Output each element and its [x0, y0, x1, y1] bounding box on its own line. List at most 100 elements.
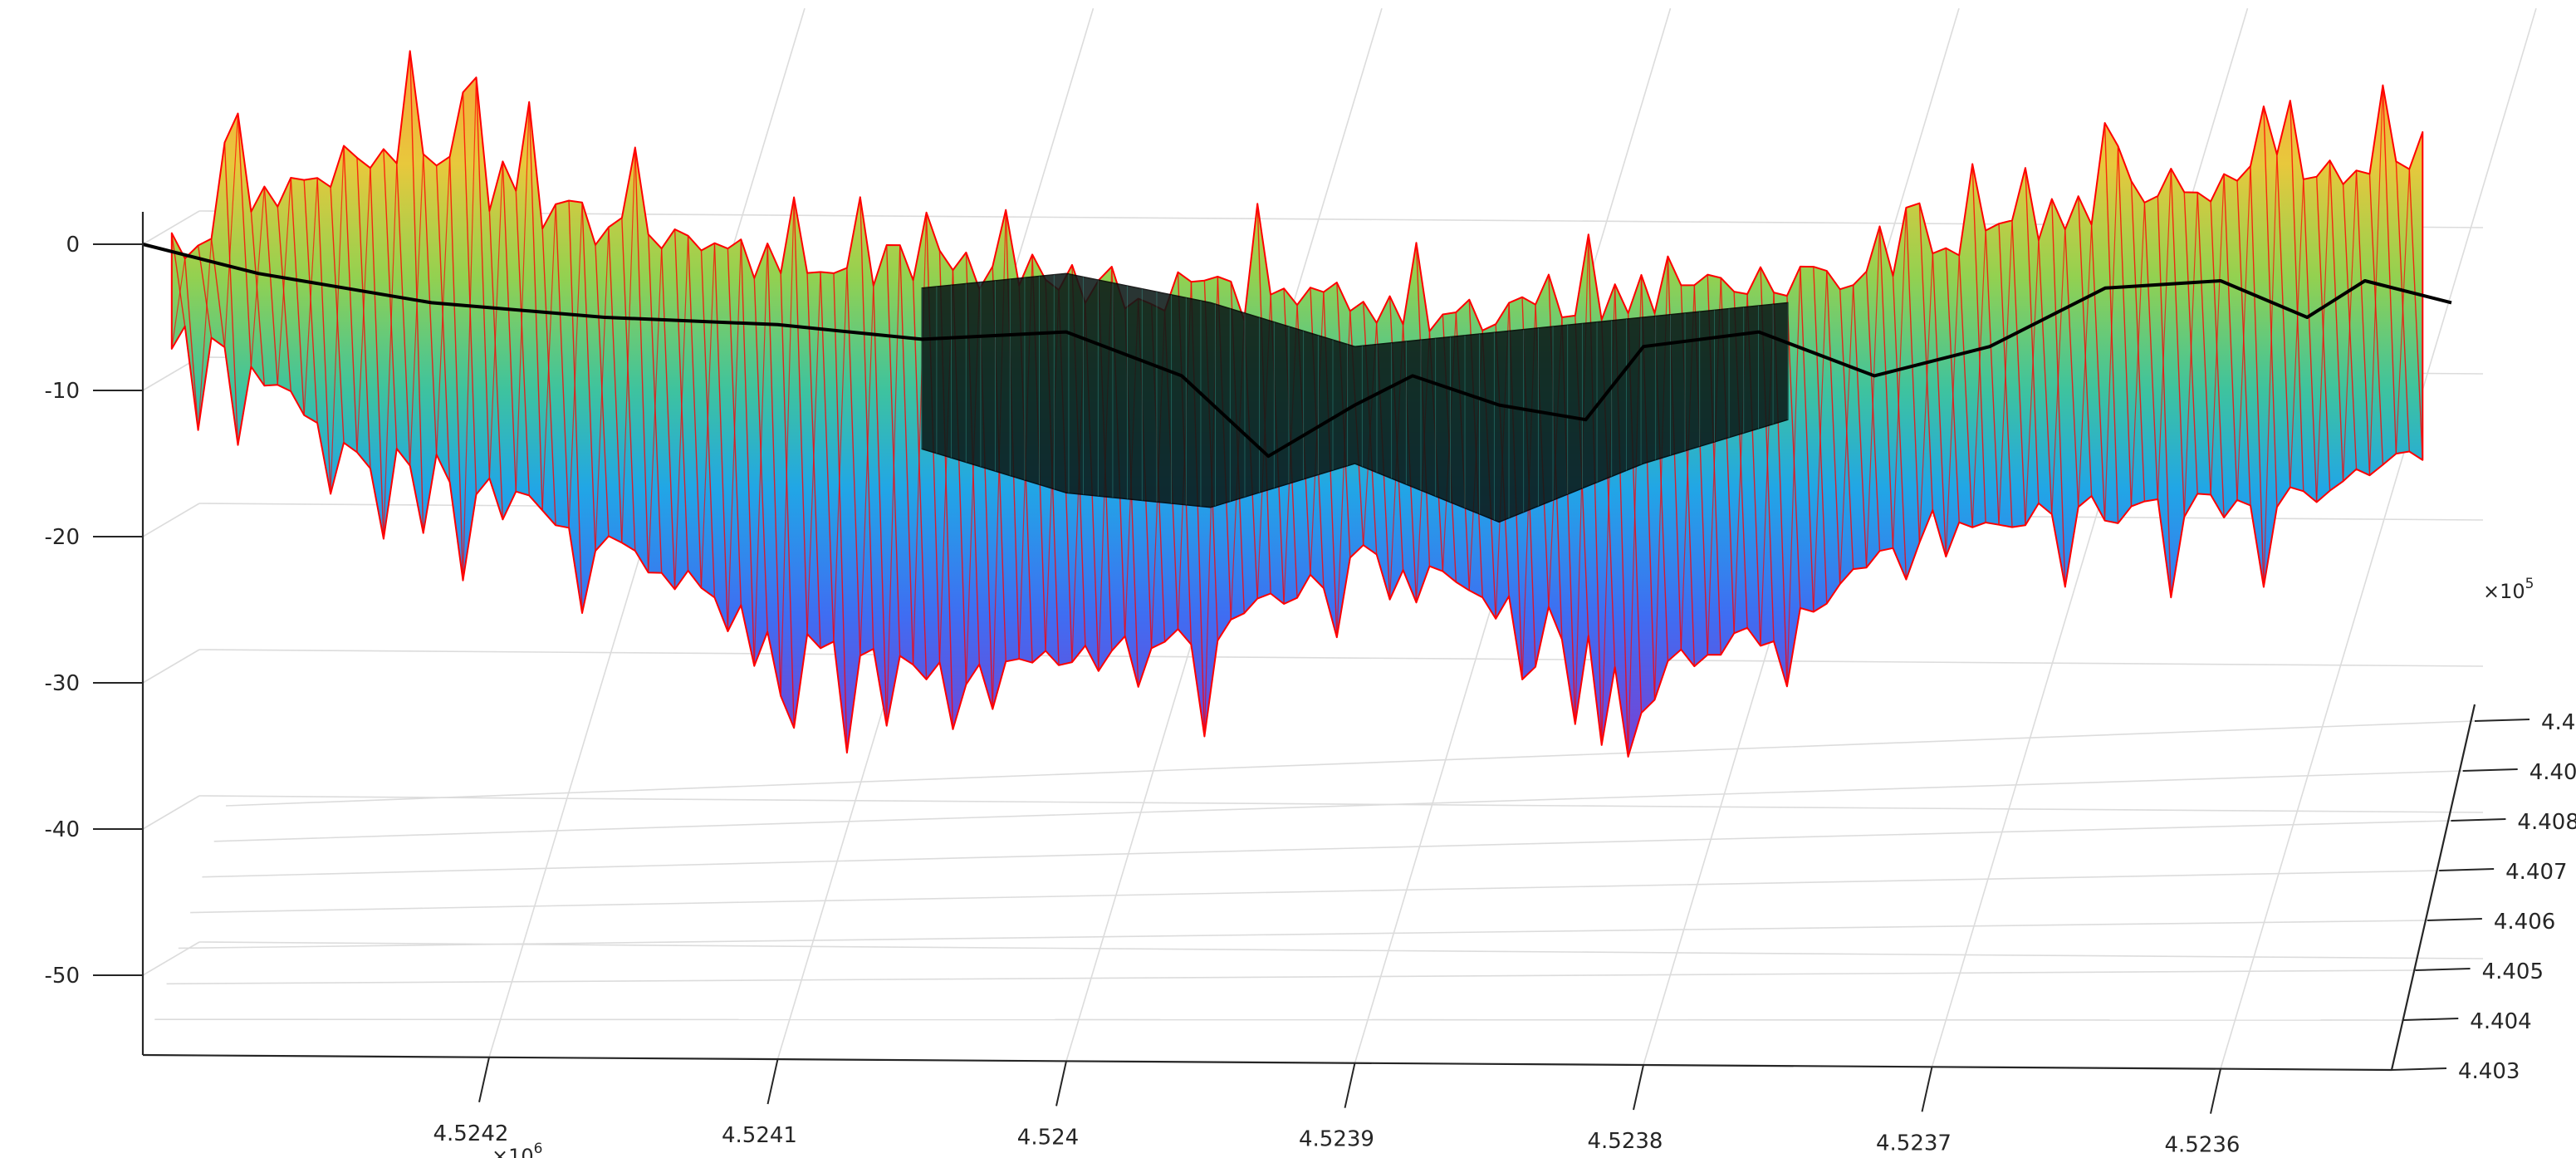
- y-grid-line: [166, 969, 2416, 985]
- surface-edge: [1971, 230, 1986, 527]
- surface-edge: [383, 149, 398, 449]
- surface-edge: [1826, 271, 1841, 585]
- surface-edge: [1918, 253, 1933, 543]
- x-tick: [1633, 1064, 1644, 1111]
- x-exponent-label: ×106: [492, 1141, 542, 1158]
- surface-edge: [436, 156, 451, 455]
- y-tick: [2462, 768, 2518, 772]
- surface-edge: [674, 235, 689, 590]
- y-tick-label: 4.407: [2505, 860, 2567, 885]
- surface-edge: [1945, 248, 1960, 523]
- surface-edge: [727, 239, 742, 632]
- surface-edge: [541, 228, 556, 526]
- surface-edge: [383, 163, 398, 539]
- surface-edge: [2025, 168, 2040, 503]
- y-tick-label: 4.41: [2541, 710, 2576, 735]
- x-grid-line: [1931, 7, 2249, 1067]
- surface-edge: [555, 204, 570, 528]
- y-tick-label: 4.409: [2529, 760, 2576, 785]
- surface-edge: [2196, 192, 2211, 495]
- surface-edge: [396, 163, 411, 466]
- surface-edge: [1892, 208, 1908, 548]
- surface-edge: [316, 178, 331, 494]
- surface-edge: [2011, 220, 2026, 526]
- surface-edge: [1945, 255, 1960, 557]
- surface-layer: [142, 50, 2452, 758]
- surface-edge: [2342, 170, 2358, 482]
- z-grid-line: [198, 941, 2484, 959]
- surface-edge: [2276, 154, 2291, 488]
- surface-edge: [528, 101, 543, 511]
- surface-edge: [608, 227, 623, 543]
- surface-edge: [634, 147, 649, 573]
- surface-edge: [2395, 169, 2410, 454]
- surface-edge: [595, 227, 610, 552]
- surface-edge: [2170, 168, 2185, 518]
- surface-edge: [515, 190, 530, 496]
- surface-edge: [1905, 208, 1921, 543]
- y-tick: [2451, 818, 2506, 822]
- x-tick: [766, 1058, 779, 1105]
- surface-edge: [2157, 196, 2172, 598]
- x-tick: [1344, 1062, 1356, 1108]
- surface-edge: [2103, 145, 2119, 521]
- surface-edge: [171, 258, 186, 349]
- x-grid-line: [2220, 7, 2537, 1069]
- surface-edge: [2263, 154, 2278, 587]
- z-tick-label: -50: [45, 964, 80, 989]
- x-tick-label: 4.5242: [433, 1121, 509, 1146]
- surface-edge: [2051, 229, 2066, 515]
- y-tick: [2439, 868, 2495, 871]
- surface-edge: [793, 197, 808, 635]
- surface-edge: [2368, 85, 2384, 476]
- surface-edge: [621, 147, 636, 543]
- surface-edge: [171, 233, 186, 326]
- surface-edge: [370, 168, 384, 539]
- surface-edge: [1865, 226, 1881, 568]
- surface-edge: [2263, 105, 2278, 508]
- surface-edge: [2157, 168, 2172, 499]
- x-tick: [478, 1057, 490, 1102]
- surface-edge: [2130, 202, 2146, 507]
- z-grid-line: [142, 795, 200, 830]
- surface-edge: [1786, 296, 1801, 608]
- surface-edge: [833, 272, 848, 753]
- surface-edge: [435, 165, 451, 483]
- surface-edge: [2408, 169, 2423, 460]
- y-tick-label: 4.406: [2494, 910, 2555, 935]
- surface-edge: [2130, 181, 2146, 502]
- surface-edge: [409, 51, 424, 533]
- surface-edge: [621, 218, 636, 552]
- surface-edge: [753, 243, 768, 666]
- z-grid-line: [198, 649, 2484, 667]
- surface-edge: [766, 243, 781, 696]
- surface-edge: [541, 204, 556, 511]
- y-grid-line: [202, 820, 2451, 878]
- surface-edge: [1932, 253, 1947, 557]
- y-tick: [2415, 968, 2471, 971]
- y-tick: [2391, 1067, 2447, 1071]
- surface-edge: [581, 202, 596, 552]
- surface-edge: [806, 272, 821, 635]
- surface-edge: [2290, 101, 2304, 492]
- surface-edge: [223, 142, 239, 445]
- surface-edge: [409, 154, 424, 466]
- surface-edge: [873, 285, 888, 726]
- surface-edge: [1839, 285, 1854, 585]
- y-axis-line: [2390, 704, 2476, 1071]
- surface-edge: [1786, 266, 1801, 687]
- surface-edge: [1998, 220, 2013, 525]
- surface-edge: [1985, 230, 2000, 525]
- surface-edge: [886, 244, 901, 656]
- surface-edge: [2290, 179, 2304, 488]
- surface-edge: [448, 156, 464, 581]
- surface-edge: [886, 245, 901, 726]
- surface-edge: [780, 272, 795, 729]
- surface-edge: [462, 77, 477, 581]
- surface-edge: [2355, 170, 2371, 476]
- surface-edge: [1878, 226, 1894, 548]
- surface-edge: [343, 145, 358, 453]
- x-tick: [2210, 1068, 2221, 1114]
- surface-edge: [277, 206, 291, 392]
- surface-edge: [2210, 201, 2225, 518]
